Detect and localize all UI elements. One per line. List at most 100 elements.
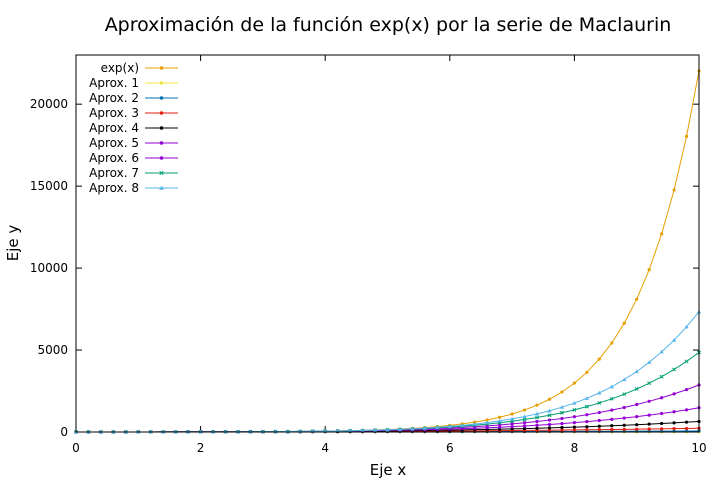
data-point <box>635 427 639 431</box>
data-point <box>547 418 552 422</box>
data-point <box>522 424 527 428</box>
data-point <box>660 427 664 431</box>
data-point <box>547 413 552 418</box>
data-point <box>672 367 677 372</box>
data-point <box>672 410 676 414</box>
legend-label: Aprox. 2 <box>89 91 139 105</box>
data-point <box>510 412 514 416</box>
legend-label: Aprox. 4 <box>89 121 139 135</box>
data-point <box>159 66 164 70</box>
data-point <box>547 426 552 430</box>
data-point <box>547 408 552 413</box>
data-point <box>660 411 664 416</box>
data-point <box>460 423 465 427</box>
data-point <box>647 427 651 431</box>
x-tick-label: 10 <box>691 441 706 455</box>
data-point <box>671 338 677 342</box>
data-point <box>585 370 589 374</box>
data-point <box>385 427 390 432</box>
data-point <box>585 425 589 429</box>
data-point <box>510 422 514 426</box>
data-point <box>684 324 689 329</box>
data-point <box>360 428 365 433</box>
data-point <box>522 408 527 412</box>
data-point <box>647 422 651 426</box>
data-point <box>447 424 452 428</box>
x-tick-label: 2 <box>197 441 205 455</box>
data-point <box>659 374 664 379</box>
series-line <box>76 384 700 433</box>
data-point <box>622 377 627 382</box>
data-point <box>647 268 651 272</box>
data-point <box>684 426 689 431</box>
data-point <box>535 419 539 424</box>
data-point <box>635 423 639 427</box>
data-point <box>522 421 527 425</box>
data-point <box>684 134 689 139</box>
data-point <box>547 397 552 401</box>
data-point <box>597 400 602 405</box>
data-point <box>510 424 514 429</box>
data-point <box>622 416 626 420</box>
data-point <box>572 421 577 425</box>
legend-label: Aprox. 8 <box>89 181 139 195</box>
data-point <box>572 428 577 432</box>
data-point <box>609 396 614 401</box>
x-tick-label: 8 <box>571 441 579 455</box>
data-point <box>159 170 164 176</box>
data-point <box>159 185 164 190</box>
y-tick-label: 5000 <box>37 343 68 357</box>
data-point <box>485 418 489 422</box>
data-point <box>634 387 639 391</box>
data-point <box>522 417 527 422</box>
data-point <box>684 388 689 392</box>
data-point <box>559 410 564 415</box>
data-point <box>498 425 502 429</box>
y-tick-label: 20000 <box>30 97 68 111</box>
data-point <box>635 297 639 301</box>
data-point <box>659 349 664 354</box>
data-point <box>622 405 626 410</box>
data-point <box>560 421 564 426</box>
data-point <box>622 423 626 427</box>
legend-label: exp(x) <box>101 61 139 75</box>
y-tick-label: 0 <box>60 425 68 439</box>
data-point <box>159 156 164 160</box>
data-point <box>684 420 689 424</box>
data-point <box>472 421 477 426</box>
data-point <box>622 427 626 431</box>
x-tick-label: 0 <box>72 441 80 455</box>
series-line <box>76 311 700 433</box>
data-point <box>560 425 564 430</box>
data-point <box>560 416 564 421</box>
data-point <box>534 411 540 416</box>
data-point <box>485 420 490 425</box>
data-point <box>597 390 602 395</box>
data-point <box>397 427 403 431</box>
data-point <box>535 426 539 430</box>
legend-label: Aprox. 3 <box>89 106 139 120</box>
data-point <box>584 404 589 409</box>
x-tick-label: 6 <box>446 441 454 455</box>
data-point <box>159 96 164 100</box>
data-point <box>159 141 164 145</box>
data-point <box>560 428 564 432</box>
data-point <box>647 360 652 364</box>
data-point <box>497 418 502 423</box>
data-point <box>634 369 639 374</box>
series-0 <box>74 69 701 434</box>
data-point <box>647 413 651 417</box>
data-point <box>535 423 539 427</box>
data-point <box>610 427 614 432</box>
data-point <box>535 403 539 407</box>
data-point <box>610 341 614 345</box>
legend-label: Aprox. 5 <box>89 136 139 150</box>
data-point <box>597 428 601 432</box>
data-point <box>585 420 589 424</box>
data-point <box>410 426 415 431</box>
data-point <box>572 400 577 405</box>
data-point <box>610 408 614 412</box>
series-7 <box>74 350 701 434</box>
data-point <box>660 232 664 236</box>
